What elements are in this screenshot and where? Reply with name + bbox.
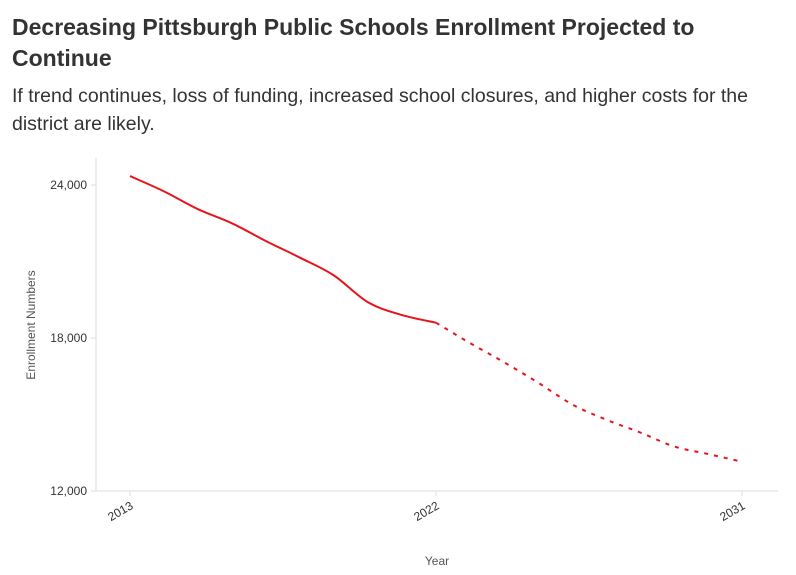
projected-point bbox=[430, 317, 442, 329]
series-layer bbox=[124, 170, 748, 468]
historical-point bbox=[260, 235, 272, 247]
historical-enrollment-line bbox=[129, 175, 437, 324]
axes bbox=[91, 158, 778, 496]
historical-point bbox=[192, 203, 204, 215]
projected-point bbox=[464, 337, 476, 349]
x-tick-label: 2031 bbox=[717, 498, 747, 524]
projected-point bbox=[532, 377, 544, 389]
historical-point bbox=[328, 270, 340, 282]
y-tick-label: 12,000 bbox=[50, 484, 87, 498]
projected-point bbox=[634, 426, 646, 438]
historical-point bbox=[362, 296, 374, 308]
projected-point bbox=[566, 398, 578, 410]
x-tick-label: 2013 bbox=[105, 498, 135, 524]
historical-point bbox=[396, 309, 408, 321]
tick-labels: 12,000 18,000 24,000 2013 2022 2031 bbox=[50, 178, 747, 524]
y-tick-label: 18,000 bbox=[50, 331, 87, 345]
projected-point bbox=[736, 456, 748, 468]
x-axis-title: Year bbox=[425, 554, 449, 568]
historical-point bbox=[294, 252, 306, 264]
chart-title: Decreasing Pittsburgh Public Schools Enr… bbox=[12, 14, 695, 71]
historical-point bbox=[158, 185, 170, 197]
chart-subtitle: If trend continues, loss of funding, inc… bbox=[12, 85, 749, 135]
projected-enrollment-line bbox=[435, 321, 743, 463]
projected-point bbox=[668, 440, 680, 452]
projected-point bbox=[702, 448, 714, 460]
y-tick-label: 24,000 bbox=[50, 178, 87, 192]
x-tick-label: 2022 bbox=[411, 498, 441, 524]
projected-point bbox=[498, 356, 510, 368]
projected-point bbox=[600, 414, 612, 426]
historical-point bbox=[226, 217, 238, 229]
y-axis-title: Enrollment Numbers bbox=[24, 270, 38, 379]
historical-point bbox=[124, 170, 136, 182]
